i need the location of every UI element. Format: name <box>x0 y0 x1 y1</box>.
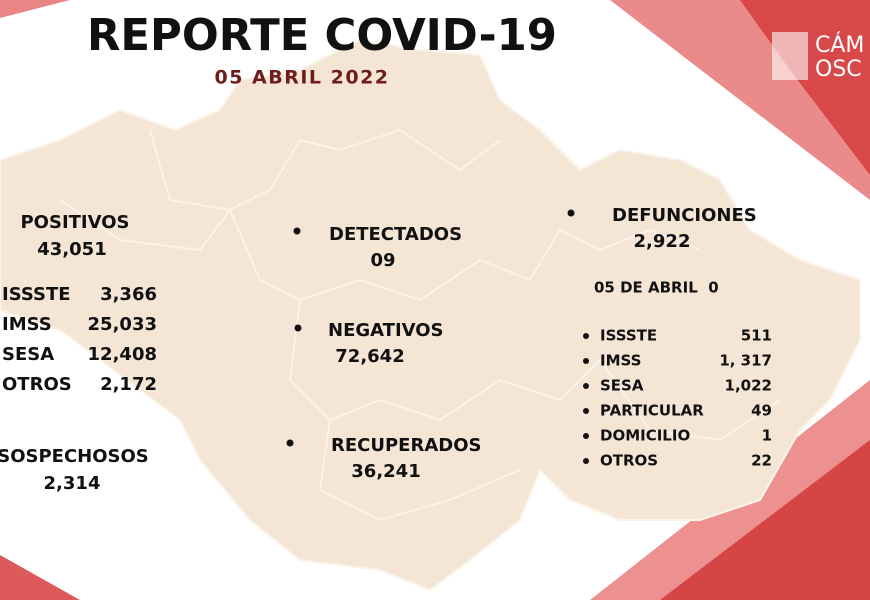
item-label: IMSS <box>600 352 641 370</box>
item-value: 1,022 <box>725 377 772 395</box>
day-heading: 05 DE ABRIL 0 <box>594 279 719 297</box>
positivos-value: 43,051 <box>37 239 106 260</box>
corner-shape <box>660 440 870 600</box>
title: REPORTE COVID-19 <box>87 10 557 61</box>
bullet <box>286 439 294 447</box>
stat-label: DETECTADOS <box>329 224 462 245</box>
item-label: ISSSTE <box>2 284 71 305</box>
map <box>0 38 861 592</box>
item-value: 1 <box>762 427 772 445</box>
bullet <box>583 383 589 389</box>
bullet <box>583 333 589 339</box>
defunciones-value: 2,922 <box>634 231 691 252</box>
stat-value: 72,642 <box>335 346 404 367</box>
item-label: PARTICULAR <box>600 402 704 420</box>
logo-text: OSC <box>815 57 862 82</box>
item-value: 12,408 <box>88 344 157 365</box>
item-label: OTROS <box>600 452 658 470</box>
item-label: SESA <box>2 344 54 365</box>
stat-label: NEGATIVOS <box>328 320 444 341</box>
bullet <box>583 358 589 364</box>
logo-text: CÁM <box>815 32 864 58</box>
item-label: ISSSTE <box>600 327 657 345</box>
item-label: DOMICILIO <box>600 427 690 445</box>
item-value: 25,033 <box>88 314 157 335</box>
center-stats: DETECTADOS 09 NEGATIVOS 72,642 RECUPERADOS 36… <box>286 224 481 482</box>
item-value: 2,172 <box>100 374 157 395</box>
item-label: IMSS <box>2 314 52 335</box>
item-value: 3,366 <box>100 284 157 305</box>
logo-icon <box>772 32 808 80</box>
positivos-list: ISSSTE 3,366 IMSS 25,033 SESA 12,408 OTROS 2,17… <box>2 284 157 395</box>
corner-shape <box>0 0 70 18</box>
bullet <box>294 324 302 332</box>
bullet <box>583 408 589 414</box>
map-borders <box>59 128 781 522</box>
stat-value: 09 <box>370 250 395 271</box>
item-value: 49 <box>751 402 772 420</box>
stat-value: 36,241 <box>351 461 420 482</box>
defunciones-label: DEFUNCIONES <box>612 205 757 226</box>
bullet <box>583 458 589 464</box>
defunciones-list: ISSSTE 511 IMSS 1, 317 SESA 1,022 PARTICULAR 49… <box>583 327 772 470</box>
positivos-label: POSITIVOS <box>20 212 129 233</box>
corner-shape <box>0 555 80 600</box>
item-label: SESA <box>600 377 644 395</box>
item-value: 22 <box>751 452 772 470</box>
item-label: OTROS <box>2 374 72 395</box>
bullet <box>583 433 589 439</box>
bullet <box>567 209 575 217</box>
bullet <box>293 227 301 235</box>
sospechosos-label: SOSPECHOSOS <box>0 446 149 467</box>
item-value: 511 <box>741 327 772 345</box>
stat-label: RECUPERADOS <box>331 435 481 456</box>
sospechosos-value: 2,314 <box>44 473 101 494</box>
date: 05 ABRIL 2022 <box>214 67 389 89</box>
item-value: 1, 317 <box>719 352 772 370</box>
